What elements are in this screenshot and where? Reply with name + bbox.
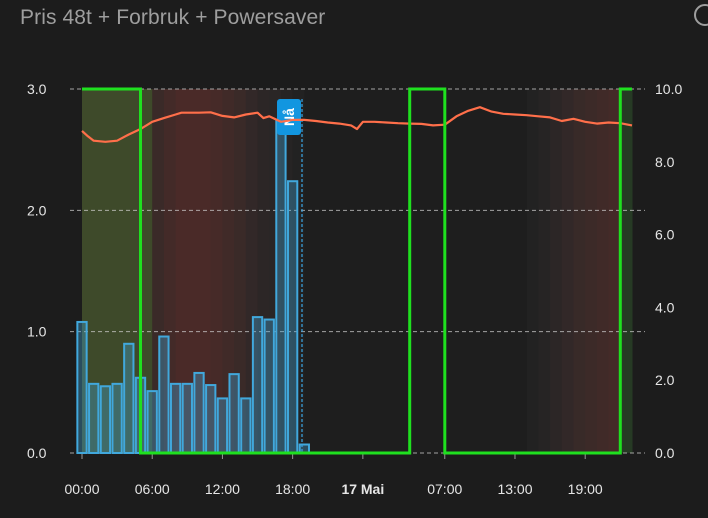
left-axis-tick-label: 3.0 <box>27 81 47 97</box>
price-shade-band <box>362 89 376 453</box>
consumption-bar <box>181 382 193 454</box>
consumption-bar <box>286 180 299 454</box>
price-shade-band <box>374 89 387 453</box>
price-shade-band <box>234 89 247 453</box>
card-title: Pris 48t + Forbruk + Powersaver <box>20 6 326 29</box>
consumption-bar <box>275 119 287 455</box>
consumption-bar <box>123 342 135 454</box>
consumption-bar <box>205 384 217 455</box>
x-axis-tick-label: 17 Mai <box>341 481 384 497</box>
price-shade-band <box>526 89 539 453</box>
price-shade-band <box>456 89 469 453</box>
consumption-bar <box>88 382 100 454</box>
price-shade-band <box>479 89 493 453</box>
consumption-bar <box>169 382 182 454</box>
right-axis-tick-label: 4.0 <box>655 299 675 315</box>
left-axis-tick-label: 1.0 <box>27 324 47 340</box>
price-shade-band <box>187 89 200 453</box>
right-axis-tick-label: 6.0 <box>655 227 675 243</box>
price-shade-band <box>117 89 130 453</box>
price-shade-band <box>409 89 422 453</box>
now-badge <box>277 99 301 135</box>
price-line <box>81 106 633 143</box>
price-shade-band <box>128 89 142 453</box>
price-shade-band <box>351 89 364 453</box>
consumption-bar <box>146 390 158 454</box>
price-shade-band <box>491 89 504 453</box>
now-label: Nå <box>281 108 297 126</box>
price-shade-band <box>468 89 481 453</box>
right-axis-tick-label: 2.0 <box>655 372 675 388</box>
consumption-bar <box>263 318 275 454</box>
price-shade-band <box>386 89 399 453</box>
consumption-bar <box>193 371 205 455</box>
price-shade-band <box>82 89 95 453</box>
x-axis-tick-label: 19:00 <box>568 481 603 497</box>
consumption-bar <box>240 397 252 454</box>
price-shade-band <box>397 89 411 453</box>
price-shade-band <box>304 89 317 453</box>
price-shade-band <box>339 89 352 453</box>
consumption-bar <box>228 373 240 454</box>
price-shade-band <box>152 89 165 453</box>
left-axis-tick-label: 0.0 <box>27 445 47 461</box>
price-shade-band <box>257 89 270 453</box>
consumption-bar <box>158 335 170 454</box>
price-shade-band <box>596 89 610 453</box>
x-axis-tick-label: 13:00 <box>497 481 532 497</box>
price-shade-band <box>316 89 329 453</box>
right-axis-tick-label: 10.0 <box>655 81 682 97</box>
circle-icon[interactable] <box>694 4 708 26</box>
price-shade-band <box>632 89 633 453</box>
consumption-bar <box>216 397 229 454</box>
price-shade-band <box>585 89 598 453</box>
price-shade-band <box>245 89 259 453</box>
consumption-bar <box>111 382 123 454</box>
price-shade-band <box>514 89 528 453</box>
powersaver-line <box>82 87 632 455</box>
price-shade-band <box>503 89 516 453</box>
price-shade-band <box>93 89 106 453</box>
x-axis-tick-label: 00:00 <box>64 481 99 497</box>
price-shade-band <box>433 89 446 453</box>
right-axis-tick-label: 8.0 <box>655 154 675 170</box>
price-shade-band <box>222 89 235 453</box>
x-axis-tick-label: 18:00 <box>275 481 310 497</box>
price-shade-band <box>444 89 457 453</box>
price-shade-band <box>175 89 188 453</box>
price-shade-band <box>210 89 223 453</box>
consumption-bar <box>76 320 88 454</box>
price-shade-band <box>199 89 212 453</box>
price-shade-band <box>561 89 574 453</box>
price-shade-band <box>608 89 621 453</box>
price-shade-band <box>620 89 633 453</box>
x-axis-tick-label: 06:00 <box>135 481 170 497</box>
price-shade-band <box>105 89 118 453</box>
x-axis-tick-label: 07:00 <box>427 481 462 497</box>
consumption-bar <box>251 316 264 454</box>
right-axis-tick-label: 0.0 <box>655 445 675 461</box>
left-axis-tick-label: 2.0 <box>27 202 47 218</box>
consumption-bar <box>99 385 112 454</box>
price-shade-band <box>550 89 563 453</box>
price-shade-band <box>163 89 177 453</box>
x-axis-tick-label: 12:00 <box>205 481 240 497</box>
price-shade-band <box>421 89 434 453</box>
price-shade-band <box>538 89 551 453</box>
price-shade-band <box>327 89 340 453</box>
price-shade-band <box>573 89 586 453</box>
price-shade-band <box>140 89 153 453</box>
